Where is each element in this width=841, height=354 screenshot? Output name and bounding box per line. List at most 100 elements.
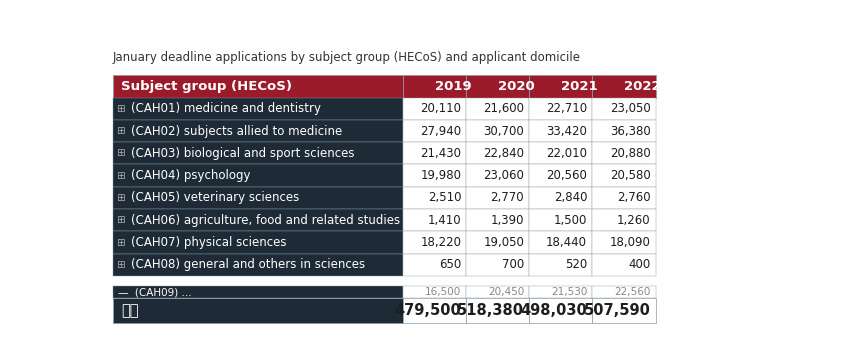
Bar [592,187,656,209]
Bar [467,298,529,323]
Text: 20,880: 20,880 [610,147,651,160]
Bar [404,165,467,187]
Bar [113,232,404,254]
Text: 700: 700 [502,258,524,272]
Text: 30,700: 30,700 [484,125,524,137]
Text: 18,090: 18,090 [610,236,651,249]
Text: (CAH02) subjects allied to medicine: (CAH02) subjects allied to medicine [131,125,342,137]
Bar [529,286,592,298]
Text: 2019: 2019 [435,80,472,93]
Text: ⊞: ⊞ [116,104,125,114]
Bar [592,165,656,187]
Bar [404,97,467,120]
Text: 21,600: 21,600 [484,102,524,115]
Text: 2022: 2022 [624,80,661,93]
Bar [113,75,404,97]
Text: 27,940: 27,940 [420,125,461,137]
Bar [113,165,404,187]
Bar [529,97,592,120]
Text: ⊞: ⊞ [116,148,125,158]
Bar [404,120,467,142]
Bar [529,165,592,187]
Text: 2021: 2021 [561,80,597,93]
Bar [404,286,467,298]
Text: ⊞: ⊞ [116,260,125,270]
Bar [404,209,467,232]
Text: 22,010: 22,010 [546,147,587,160]
Text: 2020: 2020 [498,80,535,93]
Text: 21,430: 21,430 [420,147,461,160]
Text: 22,840: 22,840 [484,147,524,160]
Bar [404,298,467,323]
Text: ⊞: ⊞ [116,171,125,181]
Bar [592,254,656,276]
Bar [529,232,592,254]
Text: (CAH01) medicine and dentistry: (CAH01) medicine and dentistry [131,102,321,115]
Text: 22,560: 22,560 [614,287,651,297]
Bar [529,254,592,276]
Text: (CAH06) agriculture, food and related studies: (CAH06) agriculture, food and related st… [131,214,400,227]
Bar [529,209,592,232]
Text: (CAH07) physical sciences: (CAH07) physical sciences [131,236,287,249]
Bar [592,286,656,298]
Text: 16,500: 16,500 [425,287,461,297]
Text: 507,590: 507,590 [584,303,651,318]
Text: (CAH03) biological and sport sciences: (CAH03) biological and sport sciences [131,147,355,160]
Bar [113,298,404,323]
Bar [404,142,467,165]
Text: —  (CAH09) ...: — (CAH09) ... [118,287,192,297]
Text: 19,980: 19,980 [420,169,461,182]
Text: January deadline applications by subject group (HECoS) and applicant domicile: January deadline applications by subject… [113,51,581,64]
Text: (CAH08) general and others in sciences: (CAH08) general and others in sciences [131,258,365,272]
Bar [592,120,656,142]
Text: 1,260: 1,260 [617,214,651,227]
Text: (CAH05) veterinary sciences: (CAH05) veterinary sciences [131,192,299,205]
Text: Subject group (HECoS): Subject group (HECoS) [121,80,292,93]
Bar [113,120,404,142]
Text: 1,500: 1,500 [553,214,587,227]
Text: 2,770: 2,770 [490,192,524,205]
Bar [592,142,656,165]
Text: 20,110: 20,110 [420,102,461,115]
Bar [467,165,529,187]
Bar [404,254,467,276]
Bar [113,187,404,209]
Bar [529,120,592,142]
Bar [529,187,592,209]
Bar [529,142,592,165]
Text: 20,450: 20,450 [488,287,524,297]
Bar [592,97,656,120]
Bar [113,97,404,120]
Text: 20,580: 20,580 [610,169,651,182]
Text: 33,420: 33,420 [547,125,587,137]
Text: ⊞: ⊞ [116,126,125,136]
Text: 22,710: 22,710 [546,102,587,115]
Text: 479,500: 479,500 [394,303,461,318]
Bar [467,286,529,298]
Text: ⊞: ⊞ [116,193,125,203]
Text: 498,030: 498,030 [521,303,587,318]
Text: 1,390: 1,390 [490,214,524,227]
Bar [113,254,404,276]
Text: 2,760: 2,760 [617,192,651,205]
Text: 2,840: 2,840 [553,192,587,205]
Text: 400: 400 [628,258,651,272]
Bar [592,209,656,232]
Bar [404,232,467,254]
Bar [467,120,529,142]
Text: (CAH04) psychology: (CAH04) psychology [131,169,251,182]
Text: 36,380: 36,380 [610,125,651,137]
Text: 总计: 总计 [121,303,138,318]
Text: 21,530: 21,530 [551,287,587,297]
Text: 650: 650 [439,258,461,272]
Bar [529,298,592,323]
Bar [529,75,592,97]
Bar [467,97,529,120]
Text: ⊞: ⊞ [116,238,125,248]
Text: 520: 520 [565,258,587,272]
Text: 518,380: 518,380 [458,303,524,318]
Bar [404,187,467,209]
Bar [467,232,529,254]
Text: 18,440: 18,440 [546,236,587,249]
Text: 23,050: 23,050 [610,102,651,115]
